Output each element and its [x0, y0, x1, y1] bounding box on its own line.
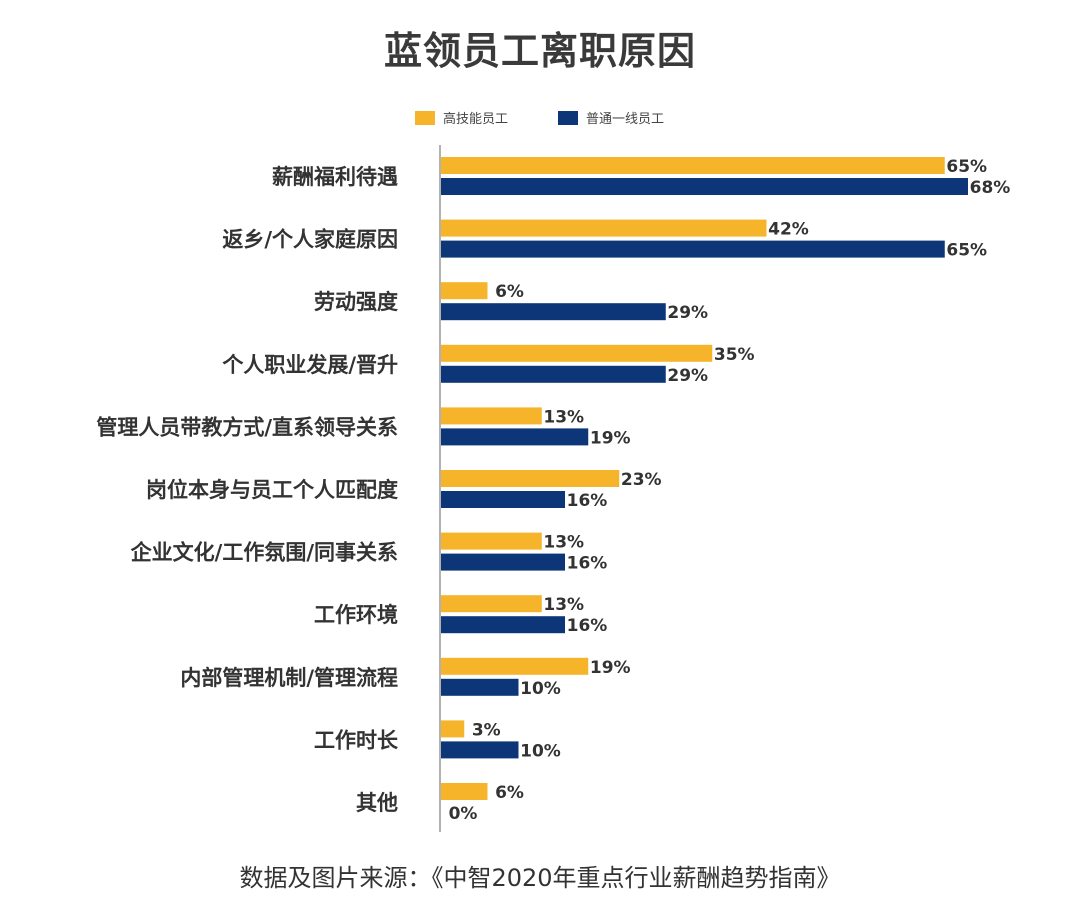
data-label: 42%: [768, 220, 809, 240]
data-label: 10%: [520, 679, 561, 699]
bar-frontline: [441, 491, 565, 508]
data-label: 10%: [520, 741, 561, 761]
data-label: 0%: [449, 804, 478, 824]
data-label: 13%: [543, 407, 584, 427]
bar-high-skill: [441, 595, 542, 613]
bar-frontline: [441, 303, 666, 321]
category-label: 返乡/个人家庭原因: [222, 228, 398, 252]
bar-high-skill: [441, 219, 767, 237]
data-label: 16%: [567, 554, 608, 574]
bar-high-skill: [441, 783, 488, 800]
data-label: 6%: [495, 783, 524, 803]
source-footnote: 数据及图片来源：《中智2020年重点行业薪酬趋势指南》: [239, 864, 841, 892]
bar-frontline: [441, 240, 945, 258]
category-label: 工作时长: [314, 728, 399, 752]
data-label: 16%: [567, 616, 608, 636]
bar-frontline: [441, 178, 968, 195]
legend-swatch-high-skill: [415, 110, 435, 125]
bar-high-skill: [441, 720, 465, 738]
category-label: 岗位本身与员工个人匹配度: [146, 478, 398, 502]
data-label: 29%: [667, 303, 708, 323]
data-label: 19%: [590, 428, 631, 448]
data-label: 29%: [667, 366, 708, 386]
category-label: 工作环境: [314, 603, 398, 627]
bar-high-skill: [441, 470, 620, 487]
category-label: 薪酬福利待遇: [272, 165, 398, 189]
data-label: 65%: [946, 157, 987, 177]
legend-label-high-skill: 高技能员工: [443, 112, 509, 127]
bar-high-skill: [441, 407, 542, 425]
legend-item-high-skill: 高技能员工: [415, 108, 508, 127]
category-label: 管理人员带教方式/直系领导关系: [96, 415, 398, 439]
data-label: 6%: [495, 282, 524, 302]
category-label: 内部管理机制/管理流程: [180, 666, 398, 690]
data-label: 13%: [543, 595, 584, 615]
bar-frontline: [441, 365, 666, 383]
data-label: 65%: [946, 241, 987, 261]
chart-title: 蓝领员工离职原因: [383, 29, 696, 73]
data-label: 16%: [567, 491, 608, 511]
bar-frontline: [441, 741, 519, 759]
data-label: 68%: [970, 178, 1011, 198]
legend-item-frontline: 普通一线员工: [558, 108, 664, 127]
legend: 高技能员工 普通一线员工: [0, 108, 1080, 130]
bar-high-skill: [441, 282, 488, 300]
category-label: 其他: [356, 791, 398, 815]
bar-high-skill: [441, 532, 542, 550]
bar-frontline: [441, 678, 519, 696]
category-label: 个人职业发展/晋升: [222, 353, 398, 377]
bar-frontline: [441, 553, 565, 571]
data-label: 13%: [543, 533, 584, 553]
bar-high-skill: [441, 157, 945, 174]
data-label: 19%: [590, 658, 631, 678]
category-label: 劳动强度: [314, 290, 398, 314]
data-label: 23%: [621, 470, 662, 490]
bar-high-skill: [441, 657, 589, 675]
legend-label-frontline: 普通一线员工: [586, 112, 665, 127]
legend-swatch-frontline: [558, 110, 578, 125]
bar-high-skill: [441, 344, 713, 362]
bar-frontline: [441, 616, 565, 634]
bar-frontline: [441, 428, 589, 446]
data-label: 3%: [472, 720, 501, 740]
category-label: 企业文化/工作氛围/同事关系: [130, 541, 398, 565]
data-label: 35%: [714, 345, 755, 365]
